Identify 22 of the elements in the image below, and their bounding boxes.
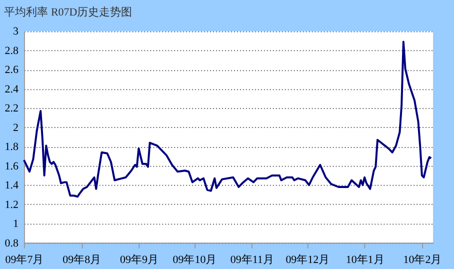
x-tick-label: 10年2月 [403,254,442,266]
x-tick-label: 09年11月 [230,254,274,266]
x-tick-label: 09年8月 [62,254,102,266]
chart-title: 平均利率 R07D历史走势图 [4,5,132,18]
y-tick-label: 1.8 [4,141,19,154]
y-tick-label: 1 [12,218,18,230]
y-tick-label: 2.8 [4,44,19,57]
y-tick-label: 2.6 [4,64,19,76]
x-tick-label: 09年7月 [5,254,44,266]
y-tick-label: 2.4 [4,83,19,96]
line-series [22,40,432,198]
y-tick-label: 3 [12,26,19,38]
x-tick-label: 10年1月 [346,254,384,266]
y-tick-label: 1.2 [4,198,18,211]
y-tick-label: 1.6 [4,160,19,172]
x-tick-label: 09年10月 [172,254,217,266]
x-tick-label: 09年9月 [120,254,158,266]
y-tick-label: 0.8 [4,237,19,250]
y-tick-label: 2.2 [4,102,18,115]
x-tick-label: 09年12月 [286,254,330,266]
y-tick-label: 1.4 [4,180,19,192]
y-tick-label: 2 [12,122,18,134]
